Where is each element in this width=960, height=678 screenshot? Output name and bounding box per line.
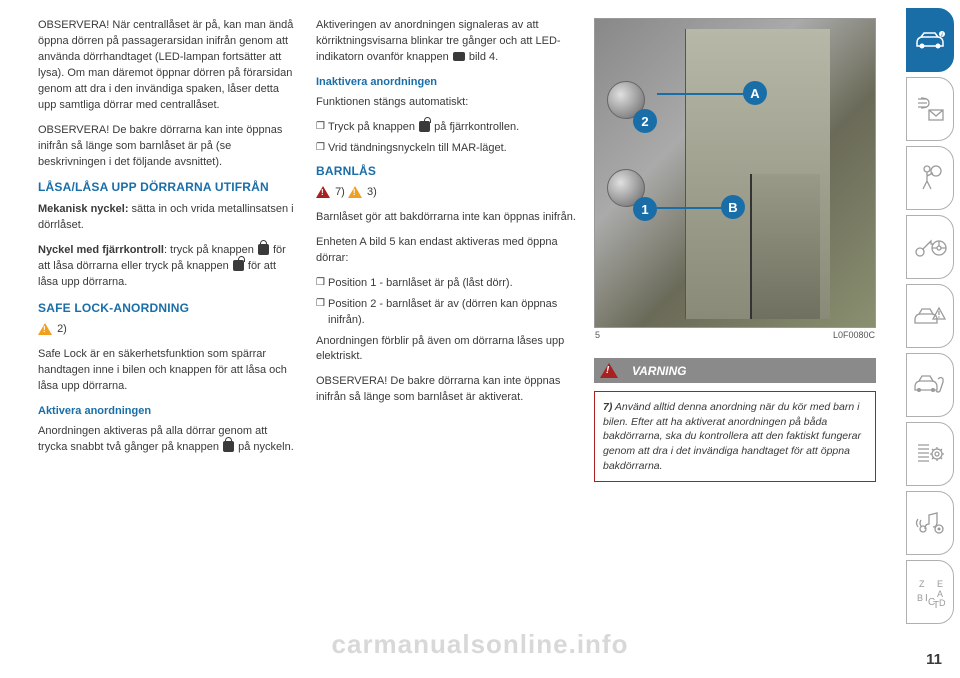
door-seam-graphic bbox=[750, 174, 820, 319]
svg-text:T: T bbox=[933, 600, 939, 609]
paragraph: Safe Lock är en säkerhetsfunktion som sp… bbox=[38, 347, 298, 395]
warning-ref: 7) 3) bbox=[316, 185, 576, 201]
car-warning-icon bbox=[913, 302, 947, 330]
unlock-icon bbox=[233, 260, 244, 271]
warning-triangle-icon bbox=[38, 323, 52, 335]
media-icon bbox=[915, 509, 945, 537]
paragraph: Funktionen stängs automatiskt: bbox=[316, 95, 576, 111]
warning-triangle-red-icon bbox=[600, 363, 618, 378]
paragraph: Nyckel med fjärrkontroll: tryck på knapp… bbox=[38, 243, 298, 291]
text: : tryck på knappen bbox=[164, 244, 257, 256]
led-icon bbox=[453, 52, 465, 61]
heading-lock-unlock: LÅSA/LÅSA UPP DÖRRARNA UTIFRÅN bbox=[38, 179, 298, 196]
callout-line bbox=[657, 207, 725, 209]
warning-ref: 2) bbox=[38, 322, 298, 338]
manual-page: OBSERVERA! När centrallåset är på, kan m… bbox=[0, 0, 960, 482]
figure-number: 5 bbox=[595, 330, 600, 340]
callout-line bbox=[657, 93, 745, 95]
figure-label-2: 2 bbox=[633, 109, 657, 133]
figure-code: L0F0080C bbox=[833, 330, 875, 340]
sidebar-item-airbag[interactable] bbox=[906, 146, 954, 210]
heading-child-lock: BARNLÅS bbox=[316, 163, 576, 180]
abc-icon: ZEBADICT bbox=[913, 575, 947, 609]
list-item: Position 1 - barnlåset är på (låst dörr)… bbox=[316, 276, 576, 292]
warning-triangle-icon bbox=[348, 186, 362, 198]
list-item: Vrid tändningsnyckeln till MAR-läget. bbox=[316, 141, 576, 157]
lock-icon bbox=[223, 441, 234, 452]
lock-icon bbox=[258, 244, 269, 255]
figure-label-1: 1 bbox=[633, 197, 657, 221]
figure-caption: 5 L0F0080C bbox=[594, 328, 876, 340]
text: Tryck på knappen bbox=[328, 121, 418, 133]
car-wrench-icon bbox=[913, 373, 947, 397]
text: bild 4. bbox=[466, 51, 498, 63]
svg-text:D: D bbox=[939, 598, 946, 608]
column-2: Aktiveringen av anordningen signaleras a… bbox=[316, 18, 576, 482]
heading-safe-lock: SAFE LOCK-ANORDNING bbox=[38, 300, 298, 317]
label-mechanical-key: Mekanisk nyckel: bbox=[38, 203, 129, 215]
sidebar-nav: i ZEBADICT bbox=[906, 8, 954, 624]
paragraph: Enheten A bild 5 kan endast aktiveras me… bbox=[316, 235, 576, 267]
text: på nyckeln. bbox=[235, 441, 294, 453]
paragraph: Anordningen aktiveras på alla dörrar gen… bbox=[38, 424, 298, 456]
watermark: carmanualsonline.info bbox=[332, 629, 629, 660]
svg-text:B: B bbox=[917, 593, 923, 603]
sidebar-item-service[interactable] bbox=[906, 353, 954, 417]
list-item: Tryck på knappen på fjärrkontrollen. bbox=[316, 120, 576, 136]
paragraph: Mekanisk nyckel: sätta in och vrida meta… bbox=[38, 202, 298, 234]
paragraph: Anordningen förblir på även om dörrarna … bbox=[316, 334, 576, 366]
warning-banner: VARNING bbox=[594, 358, 876, 383]
text: på fjärrkontrollen. bbox=[431, 121, 519, 133]
car-icon: i bbox=[913, 30, 947, 50]
warning-title: VARNING bbox=[632, 364, 686, 378]
warning-text: Använd alltid denna anordning när du kör… bbox=[603, 401, 861, 472]
light-envelope-icon bbox=[915, 96, 945, 122]
ref-number: 7) bbox=[335, 186, 345, 198]
unlock-icon bbox=[419, 121, 430, 132]
sidebar-item-warning[interactable] bbox=[906, 284, 954, 348]
paragraph: Barnlåset gör att bakdörrarna inte kan ö… bbox=[316, 210, 576, 226]
paragraph: Aktiveringen av anordningen signaleras a… bbox=[316, 18, 576, 66]
warning-triangle-red-icon bbox=[316, 186, 330, 198]
ref-number: 3) bbox=[367, 186, 377, 198]
key-wheel-icon bbox=[913, 234, 947, 260]
column-3: 2 1 A B 5 L0F0080C VARNING 7) Använd all… bbox=[594, 18, 876, 482]
paragraph: OBSERVERA! De bakre dörrarna kan inte öp… bbox=[38, 123, 298, 171]
list-gear-icon bbox=[915, 440, 945, 468]
label-remote-key: Nyckel med fjärrkontroll bbox=[38, 244, 164, 256]
paragraph: OBSERVERA! När centrallåset är på, kan m… bbox=[38, 18, 298, 114]
sidebar-item-info[interactable]: i bbox=[906, 8, 954, 72]
figure-label-A: A bbox=[743, 81, 767, 105]
sidebar-item-index[interactable]: ZEBADICT bbox=[906, 560, 954, 624]
svg-text:Z: Z bbox=[919, 579, 925, 589]
figure-child-lock: 2 1 A B bbox=[594, 18, 876, 328]
text: Aktiveringen av anordningen signaleras a… bbox=[316, 19, 561, 63]
subheading-activate: Aktivera anordningen bbox=[38, 404, 298, 420]
warning-box: 7) Använd alltid denna anordning när du … bbox=[594, 391, 876, 482]
figure-label-B: B bbox=[721, 195, 745, 219]
list-item: Position 2 - barnlåset är av (dörren kan… bbox=[316, 297, 576, 329]
sidebar-item-key[interactable] bbox=[906, 215, 954, 279]
airbag-icon bbox=[915, 163, 945, 193]
sidebar-item-light[interactable] bbox=[906, 77, 954, 141]
paragraph: OBSERVERA! De bakre dörrarna kan inte öp… bbox=[316, 374, 576, 406]
sidebar-item-media[interactable] bbox=[906, 491, 954, 555]
svg-text:E: E bbox=[937, 579, 943, 589]
subheading-deactivate: Inaktivera anordningen bbox=[316, 75, 576, 91]
sidebar-item-settings[interactable] bbox=[906, 422, 954, 486]
column-1: OBSERVERA! När centrallåset är på, kan m… bbox=[38, 18, 298, 482]
page-number: 11 bbox=[926, 651, 942, 668]
warning-number: 7) bbox=[603, 401, 612, 413]
ref-number: 2) bbox=[57, 323, 67, 335]
